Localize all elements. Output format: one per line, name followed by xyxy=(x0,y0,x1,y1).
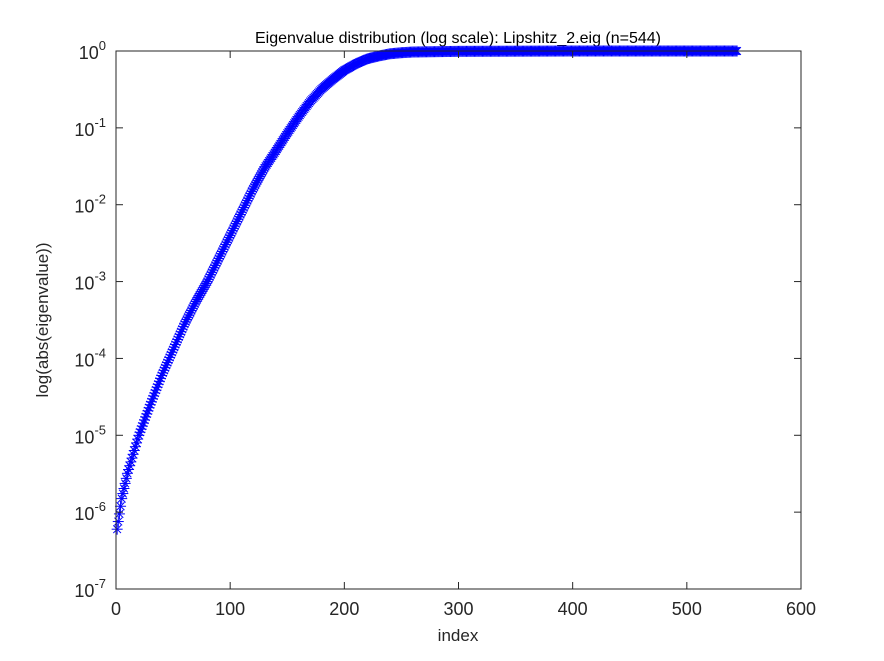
y-axis-ticks: 100 10-1 10-2 10-3 10-4 10-5 10-6 10-7 xyxy=(74,38,801,601)
data-point xyxy=(126,452,138,464)
x-tick-label: 200 xyxy=(329,599,359,619)
y-tick-label: 10-1 xyxy=(74,115,106,140)
x-axis-ticks: 0 100 200 300 400 500 600 xyxy=(111,51,816,619)
x-tick-label: 600 xyxy=(786,599,816,619)
data-point xyxy=(119,477,131,489)
y-tick-label: 10-4 xyxy=(74,345,106,370)
data-point xyxy=(115,500,127,512)
x-tick-label: 100 xyxy=(215,599,245,619)
data-point xyxy=(111,523,123,535)
y-tick-label: 10-7 xyxy=(74,576,106,601)
y-tick-label: 10-3 xyxy=(74,269,106,294)
x-tick-label: 0 xyxy=(111,599,121,619)
data-point xyxy=(112,516,124,528)
x-tick-label: 300 xyxy=(443,599,473,619)
data-point xyxy=(113,508,125,520)
x-tick-label: 400 xyxy=(558,599,588,619)
y-tick-label: 10-5 xyxy=(74,422,106,447)
y-tick-label: 100 xyxy=(79,38,106,63)
chart-title: Eigenvalue distribution (log scale): Lip… xyxy=(255,30,661,47)
x-axis-label: index xyxy=(438,626,479,645)
y-axis-label: log(abs(eigenvalue)) xyxy=(33,243,52,398)
y-tick-label: 10-2 xyxy=(74,192,106,217)
x-tick-label: 500 xyxy=(672,599,702,619)
data-point xyxy=(116,493,128,505)
y-tick-label: 10-6 xyxy=(74,499,106,524)
